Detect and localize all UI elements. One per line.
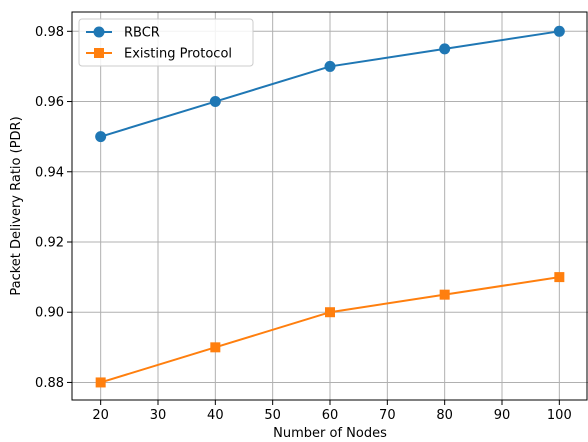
x-tick-label: 90 [494,408,511,423]
data-point-series-0 [553,25,565,37]
data-point-series-0 [439,43,451,55]
y-tick-label: 0.96 [35,95,64,110]
y-tick-label: 0.98 [35,25,64,40]
legend-label: Existing Protocol [124,47,232,62]
y-tick-label: 0.92 [35,235,64,250]
x-tick-label: 60 [322,408,339,423]
x-tick-label: 50 [264,408,281,423]
data-point-series-1 [325,307,335,318]
data-point-series-1 [439,289,450,300]
data-point-series-0 [209,96,221,108]
data-point-series-0 [95,131,107,143]
x-axis-label: Number of Nodes [273,426,387,441]
legend-box [78,18,254,67]
grid [72,12,588,400]
x-tick-label: 80 [436,408,453,423]
x-tick-label: 100 [547,408,572,423]
x-tick-label: 20 [92,408,109,423]
x-tick-label: 70 [379,408,396,423]
y-tick-label: 0.94 [35,165,64,180]
x-axis: 20 30 40 50 60 70 80 90 100 [92,400,572,423]
x-tick-label: 30 [150,408,167,423]
data-point-series-1 [95,377,106,388]
x-tick-label: 40 [207,408,224,423]
y-axis: 0.88 0.90 0.92 0.94 0.96 0.98 [35,25,72,391]
data-point-series-1 [210,342,221,353]
legend-marker [93,26,105,38]
legend-label: RBCR [124,26,160,41]
series-markers [95,25,565,388]
legend: RBCR Existing Protocol [78,18,254,67]
y-tick-label: 0.90 [35,306,64,321]
y-axis-label: Packet Delivery Ratio (PDR) [9,116,24,295]
legend-marker [94,48,104,58]
y-tick-label: 0.88 [35,376,64,391]
data-point-series-1 [554,272,565,283]
data-point-series-0 [324,60,336,72]
